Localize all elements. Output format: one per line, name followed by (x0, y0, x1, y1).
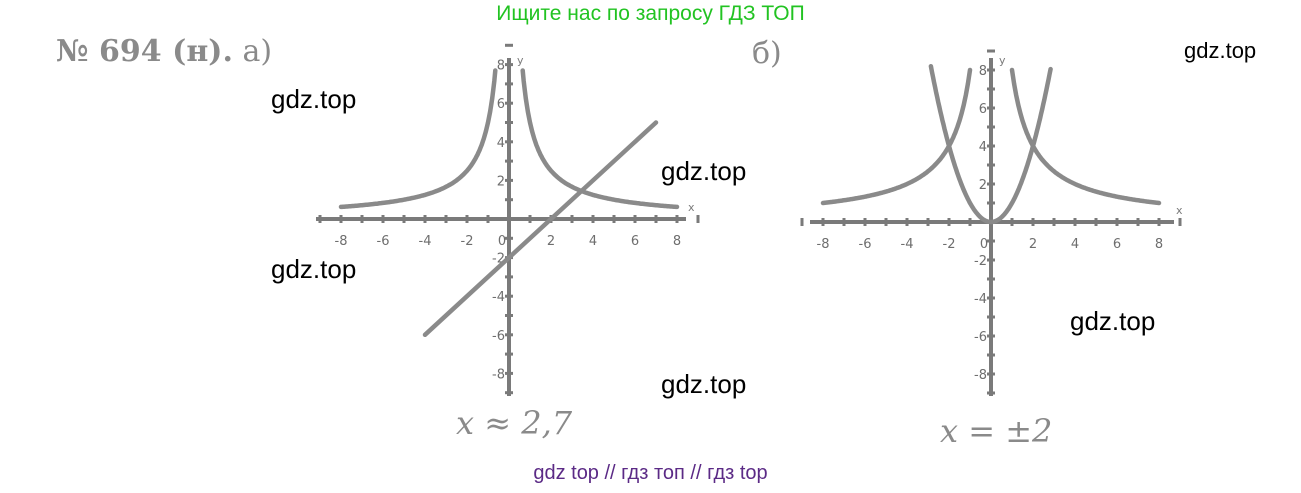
y-tick-label: 2 (979, 178, 987, 193)
x-tick-label: 6 (1113, 237, 1121, 252)
y-tick-label: 8 (979, 64, 987, 79)
x-tick-label: -4 (419, 234, 432, 249)
x-tick-label: -4 (901, 237, 914, 252)
part-b-label: б) (752, 36, 782, 71)
y-tick-label: 6 (497, 97, 505, 112)
y-tick-label: -6 (492, 329, 505, 344)
y-axis-label: y (517, 54, 524, 67)
x-tick-label: 8 (1155, 237, 1163, 252)
problem-number: № 694 (н). (56, 34, 233, 69)
y-tick-label: 2 (497, 174, 505, 189)
x-tick-label: -8 (335, 234, 348, 249)
series-line (422, 120, 659, 338)
y-tick-label: -8 (492, 367, 505, 382)
x-tick-label: -2 (943, 237, 956, 252)
x-tick-label: -8 (817, 237, 830, 252)
y-tick-label: -8 (974, 368, 987, 383)
y-tick-label: -4 (974, 292, 987, 307)
x-tick-label: 8 (673, 234, 681, 249)
y-tick-label: 8 (497, 59, 505, 74)
x-tick-label: -6 (377, 234, 390, 249)
watermark: gdz.top (1070, 306, 1156, 336)
x-tick-label: 4 (589, 234, 597, 249)
x-tick-label: 6 (631, 234, 639, 249)
series-curve (928, 63, 1053, 225)
y-tick-label: 4 (979, 140, 987, 155)
y-tick-label: -6 (974, 330, 987, 345)
x-tick-label: 4 (1071, 237, 1079, 252)
y-tick-label: 6 (979, 102, 987, 117)
problem-header: № 694 (н). а) (56, 34, 272, 69)
x-tick-label: 2 (1029, 237, 1037, 252)
watermark: gdz.top (271, 84, 357, 114)
watermark: gdz.top (661, 369, 747, 399)
x-tick-label: 2 (547, 234, 555, 249)
series-curve (820, 67, 973, 206)
footer-links: gdz top // гдз топ // гдз top (533, 462, 768, 484)
search-banner: Ищите нас по запросу ГДЗ ТОП (496, 2, 805, 25)
x-tick-label: 0 (498, 234, 506, 249)
part-a-label: а) (242, 34, 273, 69)
x-axis-label: x (1176, 204, 1183, 217)
series-curve (338, 68, 498, 210)
series-curve (1009, 67, 1162, 206)
answer-a: x ≈ 2,7 (456, 404, 573, 442)
y-axis-label: y (999, 54, 1006, 67)
x-tick-label: -2 (461, 234, 474, 249)
watermark: gdz.top (1184, 38, 1257, 63)
x-axis-label: x (688, 201, 695, 214)
x-tick-label: 0 (980, 237, 988, 252)
y-tick-label: 4 (497, 136, 505, 151)
watermark: gdz.top (271, 254, 357, 284)
watermark: gdz.top (661, 156, 747, 186)
x-tick-label: -6 (859, 237, 872, 252)
answer-b: x = ±2 (940, 412, 1053, 450)
series-curve (520, 68, 680, 210)
y-tick-label: -4 (492, 290, 505, 305)
graph-b: -8 -6 -4 -2 0 2 4 6 8 8 6 4 2 -2 -4 -6 -8 x y (800, 49, 1183, 396)
y-tick-label: -2 (974, 254, 987, 269)
